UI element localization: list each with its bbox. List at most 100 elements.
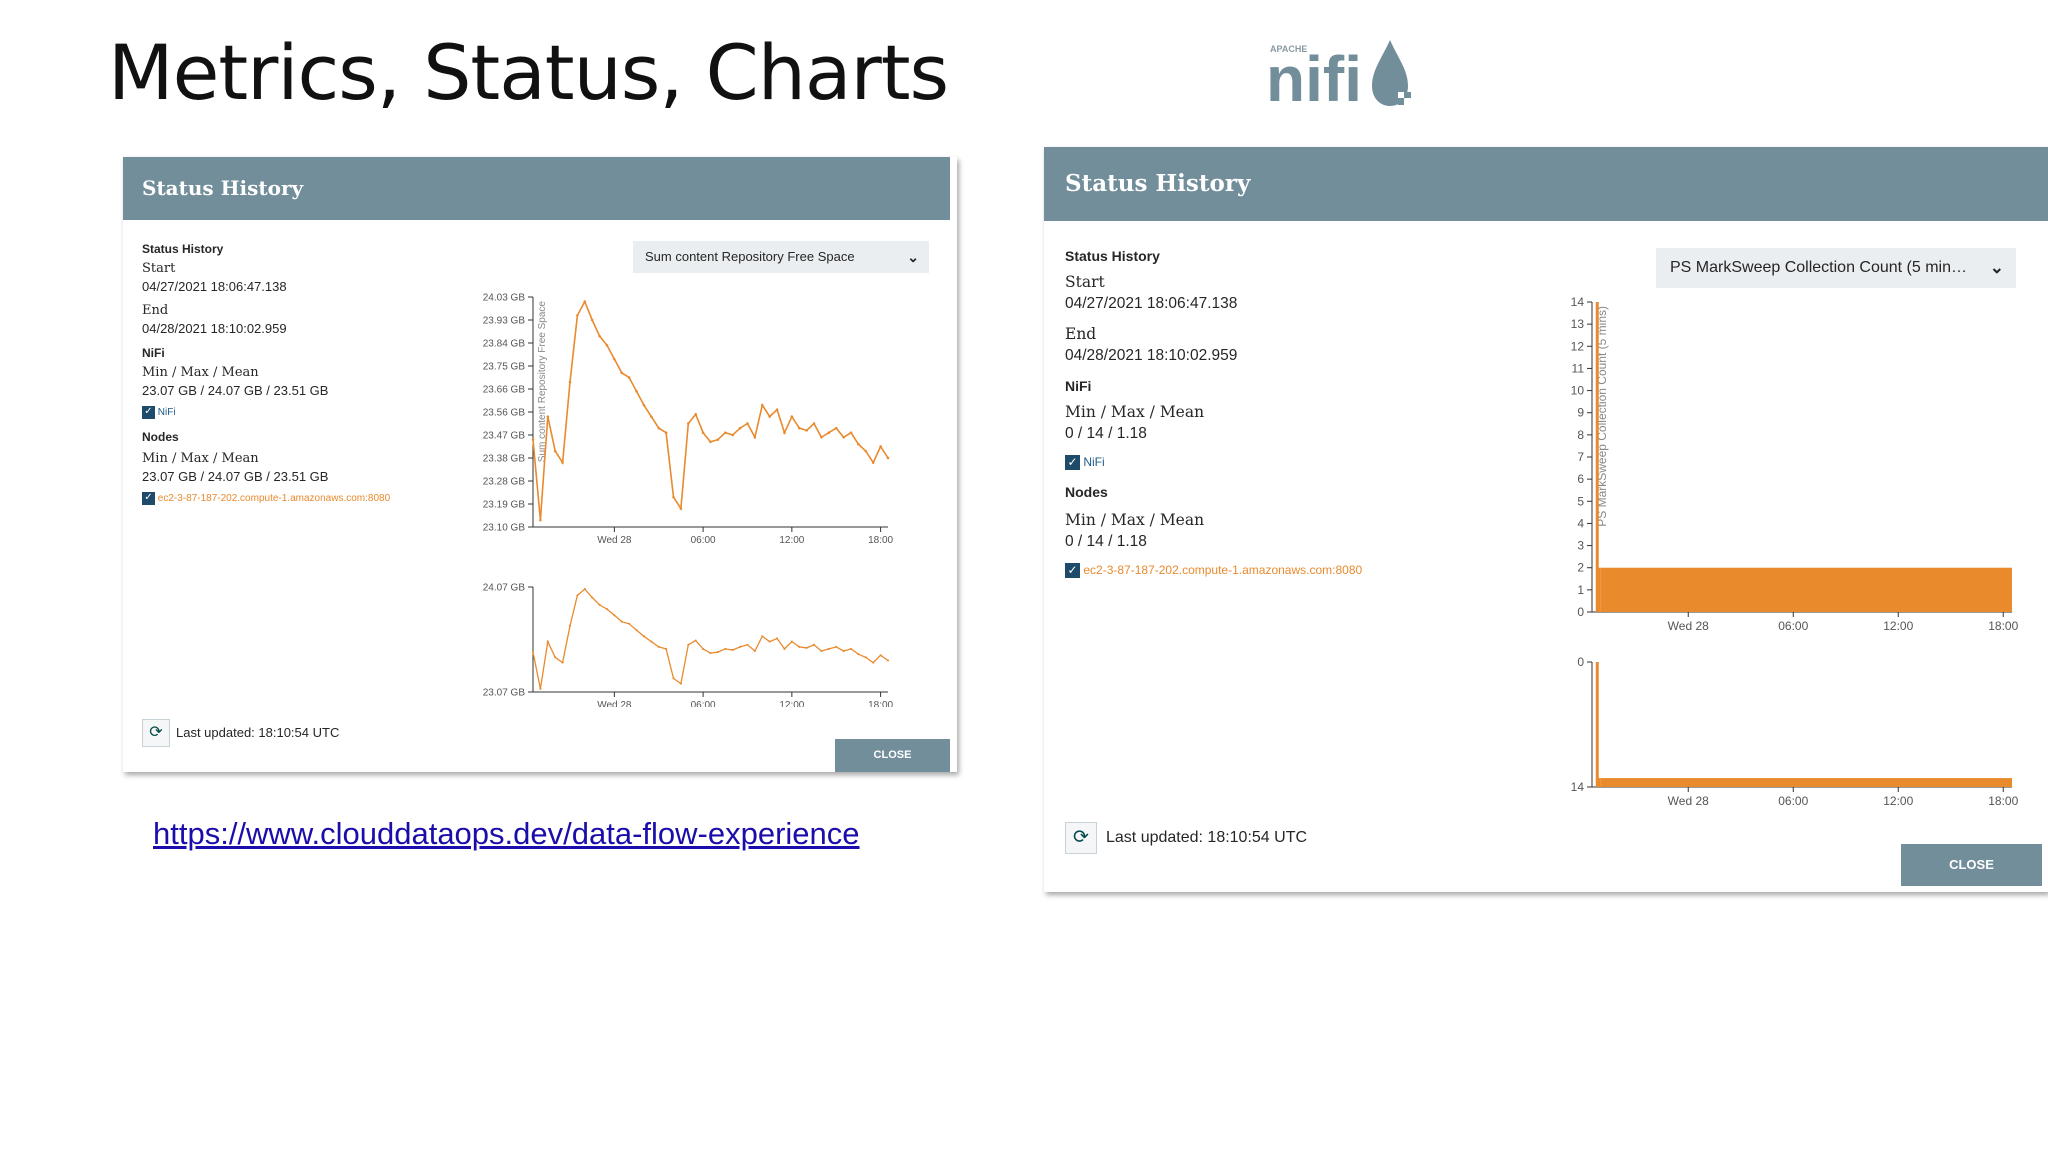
- close-button[interactable]: CLOSE: [1901, 844, 2042, 886]
- y-tick-label: 23.47 GB: [483, 430, 526, 441]
- data-point: [827, 431, 831, 434]
- x-tick-label: Wed 28: [597, 535, 632, 546]
- overview-chart[interactable]: 0 14 Wed 28 06:00 12:00 18:00: [1494, 657, 2034, 817]
- metric-select[interactable]: PS MarkSweep Collection Count (5 min… ⌄: [1656, 248, 2016, 288]
- data-point: [568, 380, 572, 384]
- x-tick-label: Wed 28: [1668, 794, 1709, 808]
- nifi-checkbox-row[interactable]: ✓ NiFi: [1065, 451, 1362, 473]
- data-point: [539, 687, 542, 690]
- x-tick-label: Wed 28: [597, 700, 632, 707]
- refresh-button[interactable]: ⟳: [1065, 822, 1097, 854]
- data-point: [827, 647, 830, 650]
- chevron-down-icon: ⌄: [1989, 258, 2004, 277]
- start-value: 04/27/2021 18:06:47.138: [1065, 295, 1238, 312]
- refresh-icon: ⟳: [149, 724, 163, 741]
- y-tick-label: 5: [1577, 494, 1584, 508]
- data-point: [679, 507, 683, 510]
- y-tick-label: 6: [1577, 472, 1584, 486]
- data-point: [650, 415, 653, 418]
- y-tick-label: 0: [1577, 605, 1584, 619]
- data-bar: [1749, 778, 1802, 787]
- data-point: [857, 653, 860, 656]
- y-tick-label: 23.84 GB: [483, 338, 526, 349]
- data-point: [798, 645, 801, 648]
- overview-chart[interactable]: 24.07 GB 23.07 GB Wed 28 06:00 12:00 18:00: [453, 577, 923, 707]
- start-value: 04/27/2021 18:06:47.138: [142, 279, 287, 294]
- nodes-min-max-mean-value: 0 / 14 / 1.18: [1065, 533, 1147, 550]
- data-point: [583, 300, 587, 303]
- data-bar: [1597, 567, 1601, 612]
- node-checkbox-label[interactable]: ec2-3-87-187-202.compute-1.amazonaws.com…: [157, 493, 391, 504]
- node-checkbox-row[interactable]: ✓ ec2-3-87-187-202.compute-1.amazonaws.c…: [1065, 559, 1362, 581]
- end-label: End: [1065, 325, 1097, 343]
- nodes-min-max-mean-value: 23.07 GB / 24.07 GB / 23.51 GB: [142, 469, 329, 484]
- nifi-checkbox-label[interactable]: NiFi: [157, 407, 176, 418]
- data-bar: [1854, 567, 1907, 612]
- data-bar: [1595, 662, 1599, 787]
- data-point: [775, 408, 779, 411]
- y-tick-label: 11: [1572, 361, 1585, 375]
- y-tick-label: 2: [1577, 561, 1584, 575]
- y-tick-label: 12: [1571, 339, 1585, 353]
- data-point: [576, 314, 579, 317]
- data-point: [864, 656, 867, 659]
- reference-link[interactable]: https://www.clouddataops.dev/data-flow-e…: [153, 816, 860, 851]
- data-point: [871, 461, 875, 464]
- data-point: [546, 640, 549, 643]
- nifi-min-max-mean-value: 0 / 14 / 1.18: [1065, 425, 1147, 442]
- data-point: [650, 640, 653, 643]
- end-label: End: [142, 303, 169, 318]
- data-point: [531, 438, 535, 441]
- data-point: [679, 682, 682, 685]
- data-point: [687, 643, 690, 646]
- logo-small-text: APACHE: [1270, 44, 1307, 54]
- data-bar: [1907, 567, 1960, 612]
- data-point: [768, 415, 771, 418]
- data-point: [605, 344, 609, 347]
- x-tick-label: 12:00: [779, 700, 804, 707]
- data-point: [783, 431, 786, 434]
- data-point: [731, 648, 734, 652]
- nifi-checkbox-row[interactable]: ✓ NiFi: [142, 404, 390, 422]
- checkbox-checked-icon[interactable]: ✓: [142, 405, 155, 419]
- y-tick-label: 23.75 GB: [483, 361, 526, 372]
- metric-select[interactable]: Sum content Repository Free Space ⌄: [633, 241, 929, 273]
- status-history-dialog-left: Status History Status History Start 04/2…: [123, 157, 957, 772]
- checkbox-checked-icon[interactable]: ✓: [142, 491, 155, 505]
- data-point: [857, 442, 860, 446]
- data-point: [539, 518, 542, 522]
- detail-chart[interactable]: 24.03 GB 23.93 GB 23.84 GB 23.75 GB 23.66 GB…: [453, 287, 923, 567]
- data-point: [620, 371, 624, 375]
- x-tick-label: 18:00: [1988, 794, 2018, 808]
- y-tick-label: 4: [1577, 516, 1584, 530]
- data-bar: [1644, 778, 1697, 787]
- checkbox-checked-icon[interactable]: ✓: [1065, 455, 1080, 471]
- data-point: [657, 645, 660, 648]
- data-point: [790, 415, 794, 418]
- data-point: [546, 415, 550, 418]
- data-point: [591, 596, 594, 599]
- data-point: [701, 431, 705, 434]
- nifi-logo: APACHE nifi: [1266, 40, 1411, 108]
- metric-select-value: Sum content Repository Free Space: [645, 249, 855, 264]
- nifi-checkbox-label[interactable]: NiFi: [1083, 455, 1105, 469]
- last-updated: Last updated: 18:10:54 UTC: [176, 725, 340, 740]
- drop-icon: [1372, 40, 1408, 106]
- x-tick-label: 06:00: [1778, 794, 1808, 808]
- data-point: [613, 357, 616, 361]
- data-point: [672, 677, 675, 680]
- refresh-button[interactable]: ⟳: [142, 719, 170, 747]
- node-checkbox-label[interactable]: ec2-3-87-187-202.compute-1.amazonaws.com…: [1083, 563, 1363, 577]
- data-point: [724, 647, 727, 650]
- data-point: [694, 639, 697, 642]
- data-point: [635, 629, 638, 632]
- status-info-right: Status History Start 04/27/2021 18:06:47…: [1065, 245, 1362, 581]
- status-history-dialog-right: Status History Status History Start 04/2…: [1044, 147, 2048, 892]
- data-point: [842, 650, 845, 653]
- close-button[interactable]: CLOSE: [835, 739, 950, 772]
- checkbox-checked-icon[interactable]: ✓: [1065, 563, 1080, 579]
- data-point: [716, 651, 719, 654]
- node-checkbox-row[interactable]: ✓ ec2-3-87-187-202.compute-1.amazonaws.c…: [142, 490, 390, 508]
- x-tick-label: 06:00: [1778, 619, 1808, 633]
